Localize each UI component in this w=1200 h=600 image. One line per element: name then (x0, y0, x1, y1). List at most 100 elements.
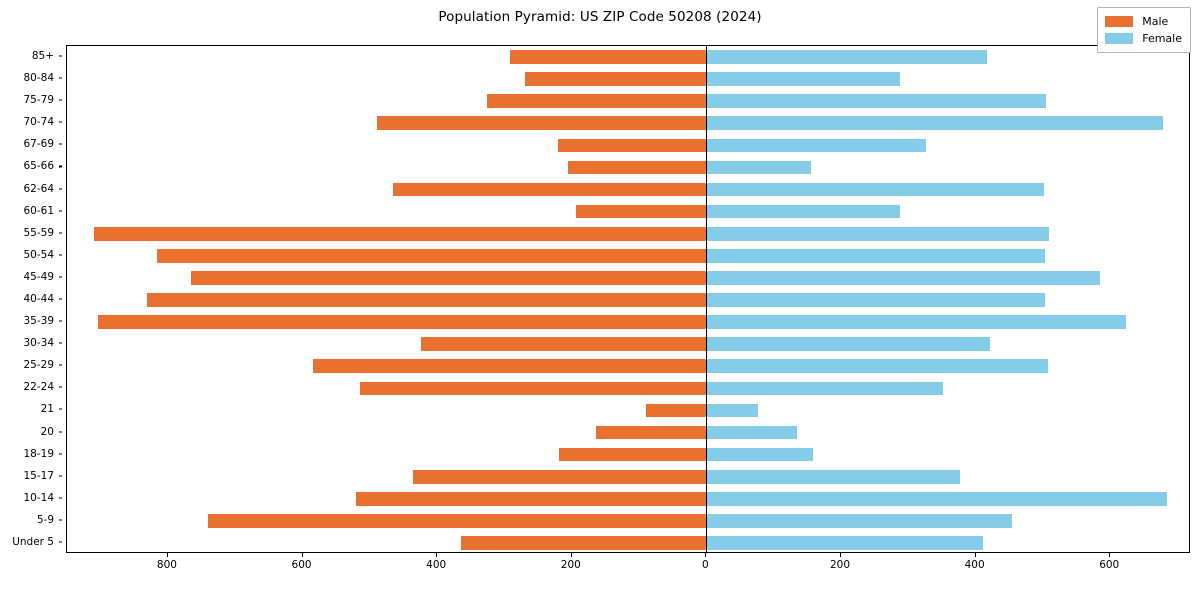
y-tick-label: 22-24 (23, 381, 54, 394)
x-tick-mark (705, 553, 707, 557)
bar-female (706, 226, 1049, 241)
x-tick-mark (436, 553, 438, 557)
bar-male (157, 248, 707, 263)
y-tick-label: 18-19 (23, 447, 54, 460)
legend-label: Male (1142, 15, 1169, 28)
bar-male (93, 226, 707, 241)
bar-female (706, 160, 811, 175)
y-tick-mark (58, 55, 62, 57)
bar-row (67, 536, 1189, 550)
bar-male (559, 447, 707, 462)
bar-female (706, 182, 1045, 197)
bar-male (421, 337, 707, 351)
y-tick-label: 60-61 (23, 204, 54, 217)
y-tick-label: 40-44 (23, 293, 54, 305)
zero-axis-line (706, 46, 708, 552)
bar-male (525, 72, 707, 86)
bar-row (67, 182, 1189, 197)
bar-row (67, 72, 1189, 86)
bar-male (568, 160, 707, 175)
bar-female (706, 536, 984, 550)
y-tick-mark (58, 364, 62, 366)
x-tick-label: 0 (702, 559, 709, 571)
y-tick-mark (58, 497, 62, 499)
x-tick-label: 400 (426, 559, 447, 571)
bar-row (67, 160, 1189, 175)
y-tick-label: Under 5 (12, 535, 54, 548)
y-tick-label: 5-9 (36, 513, 54, 526)
bar-male (645, 403, 707, 418)
y-tick-mark (58, 77, 62, 79)
y-tick-mark (58, 430, 62, 433)
bar-row (67, 514, 1189, 528)
bar-female (706, 469, 961, 484)
y-tick-mark (58, 519, 62, 521)
y-tick-label: 50-54 (23, 248, 54, 261)
bar-female (706, 94, 1047, 109)
y-tick-label: 45-49 (23, 270, 54, 283)
bar-row (67, 271, 1189, 285)
y-tick-label: 10-14 (23, 491, 54, 504)
x-tick-label: 600 (291, 559, 312, 571)
y-tick-mark (58, 210, 62, 212)
bar-male (460, 536, 707, 550)
bar-male (596, 425, 707, 440)
bar-row (67, 248, 1189, 263)
bar-female (706, 271, 1101, 285)
bar-male (558, 138, 707, 153)
bar-row (67, 315, 1189, 329)
bar-female (706, 138, 927, 153)
y-tick-mark (58, 254, 62, 256)
bar-male (575, 204, 707, 219)
bar-row (67, 138, 1189, 153)
y-tick-label: 62-64 (23, 182, 54, 195)
y-tick-mark (58, 320, 62, 322)
bar-male (393, 182, 707, 197)
y-tick-mark (58, 475, 62, 477)
y-tick-label: 70-74 (23, 116, 54, 129)
x-tick-label: 200 (560, 559, 581, 571)
x-tick-label: 400 (964, 559, 985, 571)
y-tick-mark (58, 342, 62, 344)
bar-female (706, 315, 1127, 329)
bar-male (356, 491, 707, 506)
legend-item-male[interactable]: Male (1105, 13, 1182, 30)
x-tick-mark (840, 553, 842, 557)
x-tick-label: 200 (829, 559, 851, 571)
bar-row (67, 204, 1189, 219)
x-tick-label: 800 (156, 559, 177, 571)
bar-row (67, 116, 1189, 131)
y-tick-label: 15-17 (23, 469, 54, 482)
bar-female (706, 425, 798, 440)
bar-male (97, 315, 707, 329)
bar-female (706, 204, 900, 219)
bar-female (706, 447, 813, 462)
y-tick-mark (58, 99, 62, 101)
x-tick-mark (301, 553, 303, 557)
bar-row (67, 293, 1189, 307)
y-tick-label: 65-66 (23, 160, 54, 173)
bar-female (706, 248, 1045, 263)
x-tick-mark (974, 553, 976, 557)
bar-female (706, 491, 1167, 506)
legend-swatch (1105, 16, 1134, 27)
y-tick-mark (58, 188, 62, 190)
legend-item-female[interactable]: Female (1105, 30, 1182, 47)
y-tick-mark (58, 165, 62, 167)
bar-male (313, 359, 707, 374)
y-tick-mark (58, 298, 62, 300)
bar-row (67, 469, 1189, 484)
bar-row (67, 381, 1189, 396)
bar-row (67, 50, 1189, 64)
y-axis: Under 5 5-9 10-14 15-17 18-19 20 21 22-24 25-29 3… (0, 45, 62, 553)
bar-female (706, 403, 759, 418)
y-tick-mark (58, 453, 62, 455)
x-tick-mark (1109, 553, 1111, 557)
bar-female (706, 50, 988, 64)
bar-male (190, 271, 707, 285)
bar-male (509, 50, 707, 64)
bar-male (377, 116, 707, 131)
x-tick-label: 600 (1099, 559, 1120, 571)
bar-male (412, 469, 707, 484)
